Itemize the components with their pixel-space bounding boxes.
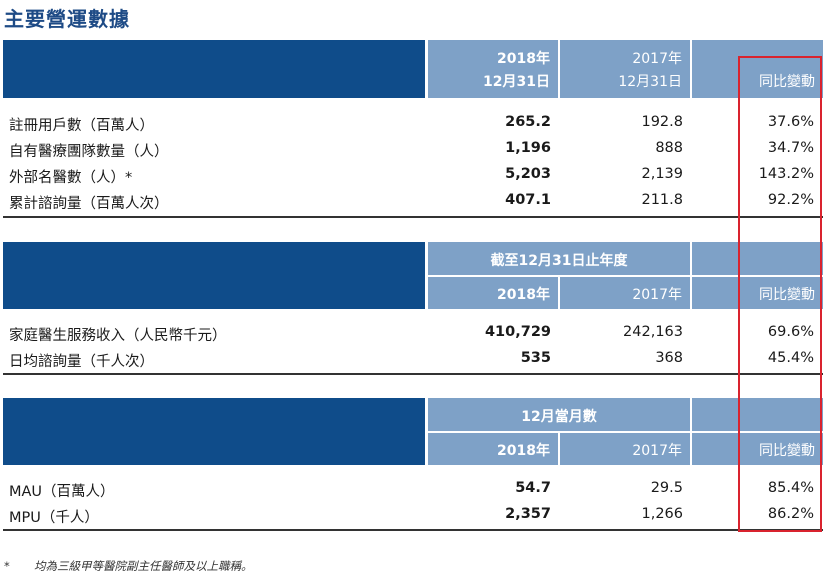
value-2018: 265.2 bbox=[505, 114, 551, 130]
row-label: MAU（百萬人） bbox=[9, 484, 115, 500]
value-2018: 2,357 bbox=[505, 506, 551, 522]
section-divider bbox=[3, 529, 823, 531]
table-row: 累計諮詢量（百萬人次） 407.1 211.8 92.2% bbox=[0, 189, 828, 214]
row-label: 自有醫療團隊數量（人） bbox=[9, 144, 169, 160]
value-change: 34.7% bbox=[767, 140, 814, 156]
table-row: 家庭醫生服務收入（人民幣千元） 410,729 242,163 69.6% bbox=[0, 321, 828, 346]
value-2017: 29.5 bbox=[650, 480, 683, 496]
header-bar bbox=[3, 398, 425, 465]
table-row: MPU（千人） 2,357 1,266 86.2% bbox=[0, 503, 828, 528]
header-2018-year: 2018年 bbox=[497, 287, 550, 303]
header-cell-2018: 2018年 bbox=[428, 277, 558, 309]
footnote-text: 均為三級甲等醫院副主任醫師及以上職稱。 bbox=[34, 559, 253, 573]
section-divider bbox=[3, 216, 823, 218]
value-2017: 888 bbox=[655, 140, 683, 156]
row-label: 外部名醫數（人）* bbox=[9, 170, 133, 186]
row-label: MPU（千人） bbox=[9, 510, 99, 526]
value-2018: 1,196 bbox=[505, 140, 551, 156]
value-2018: 535 bbox=[520, 350, 551, 366]
header-span-cell: 截至12月31日止年度 bbox=[428, 242, 690, 275]
section-divider bbox=[3, 373, 823, 375]
value-2018: 407.1 bbox=[505, 192, 551, 208]
header-2018-year: 2018年 bbox=[497, 51, 550, 67]
footnote: * 均為三級甲等醫院副主任醫師及以上職稱。 bbox=[4, 558, 253, 574]
header-span-cell: 12月當月數 bbox=[428, 398, 690, 431]
value-change: 86.2% bbox=[767, 506, 814, 522]
table-row: 外部名醫數（人）* 5,203 2,139 143.2% bbox=[0, 163, 828, 188]
value-2017: 2,139 bbox=[641, 166, 683, 182]
header-cell-2017: 2017年 bbox=[560, 277, 690, 309]
header-span-label: 截至12月31日止年度 bbox=[490, 253, 628, 269]
header-change: 同比變動 bbox=[759, 443, 815, 459]
value-2018: 410,729 bbox=[484, 324, 551, 340]
value-2017: 1,266 bbox=[641, 506, 683, 522]
footnote-mark: * bbox=[4, 559, 10, 573]
value-change: 143.2% bbox=[758, 166, 814, 182]
value-2018: 5,203 bbox=[505, 166, 551, 182]
table-row: MAU（百萬人） 54.7 29.5 85.4% bbox=[0, 477, 828, 502]
value-2017: 368 bbox=[655, 350, 683, 366]
row-label: 家庭醫生服務收入（人民幣千元） bbox=[9, 328, 227, 344]
row-label: 累計諮詢量（百萬人次） bbox=[9, 196, 169, 212]
value-change: 37.6% bbox=[767, 114, 814, 130]
table-row: 自有醫療團隊數量（人） 1,196 888 34.7% bbox=[0, 137, 828, 162]
header-cell-change: 同比變動 bbox=[692, 433, 823, 465]
header-2018-date: 12月31日 bbox=[483, 74, 550, 90]
header-cell-2017: 2017年 12月31日 bbox=[560, 40, 690, 98]
row-label: 日均諮詢量（千人次） bbox=[9, 354, 154, 370]
value-2018: 54.7 bbox=[515, 480, 551, 496]
header-2017-date: 12月31日 bbox=[618, 74, 682, 90]
header-cell-change-top bbox=[692, 242, 823, 275]
table-row: 註冊用戶數（百萬人） 265.2 192.8 37.6% bbox=[0, 111, 828, 136]
value-change: 69.6% bbox=[767, 324, 814, 340]
value-2017: 242,163 bbox=[623, 324, 683, 340]
value-change: 45.4% bbox=[767, 350, 814, 366]
header-bar bbox=[3, 40, 425, 98]
header-cell-change: 同比變動 bbox=[692, 277, 823, 309]
header-cell-2017: 2017年 bbox=[560, 433, 690, 465]
value-2017: 192.8 bbox=[641, 114, 683, 130]
header-cell-change-top bbox=[692, 398, 823, 431]
header-span-label: 12月當月數 bbox=[521, 409, 597, 425]
value-2017: 211.8 bbox=[641, 192, 683, 208]
value-change: 85.4% bbox=[767, 480, 814, 496]
table-row: 日均諮詢量（千人次） 535 368 45.4% bbox=[0, 347, 828, 372]
header-cell-change: 同比變動 bbox=[692, 40, 823, 98]
header-2017-year: 2017年 bbox=[632, 51, 682, 67]
header-bar bbox=[3, 242, 425, 309]
header-change: 同比變動 bbox=[759, 287, 815, 303]
header-cell-2018: 2018年 bbox=[428, 433, 558, 465]
header-cell-2018: 2018年 12月31日 bbox=[428, 40, 558, 98]
page-title: 主要營運數據 bbox=[4, 7, 130, 31]
header-change: 同比變動 bbox=[759, 74, 815, 90]
highlight-box bbox=[738, 56, 822, 532]
header-2017-year: 2017年 bbox=[632, 443, 682, 459]
header-2018-year: 2018年 bbox=[497, 443, 550, 459]
value-change: 92.2% bbox=[767, 192, 814, 208]
row-label: 註冊用戶數（百萬人） bbox=[9, 118, 154, 134]
header-2017-year: 2017年 bbox=[632, 287, 682, 303]
